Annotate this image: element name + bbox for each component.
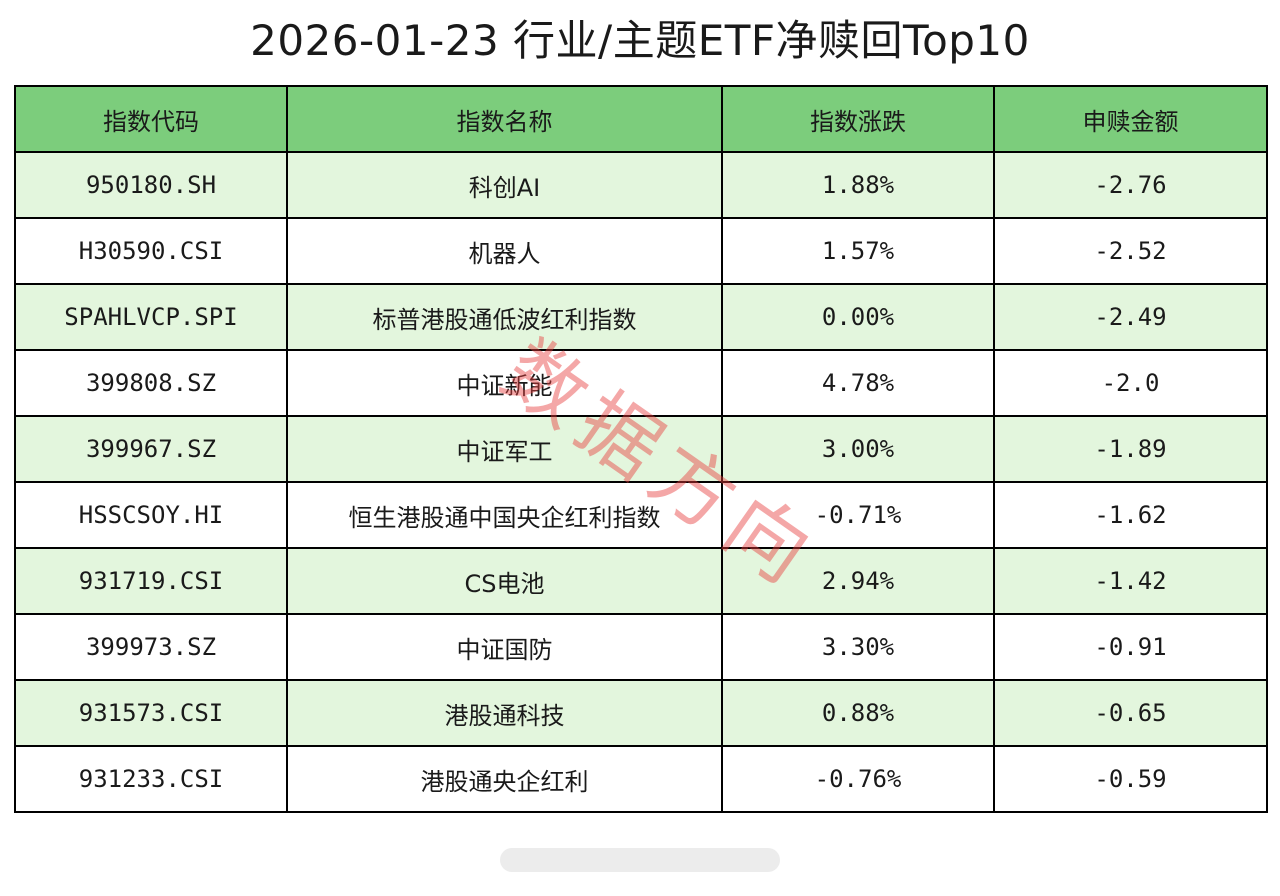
- cell-index-name: 科创AI: [286, 151, 723, 219]
- cell-redemption-amount: -2.52: [993, 217, 1268, 285]
- blurred-footer-strip: [500, 848, 780, 872]
- header-index-name: 指数名称: [286, 85, 723, 153]
- cell-index-name: 中证国防: [286, 613, 723, 681]
- cell-redemption-amount: -2.76: [993, 151, 1268, 219]
- cell-index-name: 港股通央企红利: [286, 745, 723, 813]
- cell-index-code: SPAHLVCP.SPI: [14, 283, 288, 351]
- cell-index-code: H30590.CSI: [14, 217, 288, 285]
- cell-redemption-amount: -1.89: [993, 415, 1268, 483]
- cell-redemption-amount: -0.59: [993, 745, 1268, 813]
- cell-index-change: 1.57%: [721, 217, 995, 285]
- page-title: 2026-01-23 行业/主题ETF净赎回Top10: [250, 16, 1030, 65]
- cell-index-code: 399973.SZ: [14, 613, 288, 681]
- table-row: H30590.CSI 机器人 1.57% -2.52: [14, 217, 1268, 285]
- cell-redemption-amount: -1.62: [993, 481, 1268, 549]
- cell-index-name: CS电池: [286, 547, 723, 615]
- cell-index-change: -0.71%: [721, 481, 995, 549]
- cell-index-change: -0.76%: [721, 745, 995, 813]
- cell-index-name: 标普港股通低波红利指数: [286, 283, 723, 351]
- cell-redemption-amount: -0.91: [993, 613, 1268, 681]
- cell-index-change: 3.00%: [721, 415, 995, 483]
- cell-redemption-amount: -0.65: [993, 679, 1268, 747]
- header-redemption-amount: 申赎金额: [993, 85, 1268, 153]
- table-row: SPAHLVCP.SPI 标普港股通低波红利指数 0.00% -2.49: [14, 283, 1268, 351]
- table-row: 931233.CSI 港股通央企红利 -0.76% -0.59: [14, 745, 1268, 813]
- cell-index-name: 中证新能: [286, 349, 723, 417]
- table-row: 950180.SH 科创AI 1.88% -2.76: [14, 151, 1268, 219]
- cell-index-name: 机器人: [286, 217, 723, 285]
- cell-index-change: 3.30%: [721, 613, 995, 681]
- cell-index-code: 399967.SZ: [14, 415, 288, 483]
- table-row: 399808.SZ 中证新能 4.78% -2.0: [14, 349, 1268, 417]
- cell-redemption-amount: -2.49: [993, 283, 1268, 351]
- cell-redemption-amount: -1.42: [993, 547, 1268, 615]
- cell-index-change: 0.88%: [721, 679, 995, 747]
- cell-index-change: 1.88%: [721, 151, 995, 219]
- cell-index-name: 港股通科技: [286, 679, 723, 747]
- cell-redemption-amount: -2.0: [993, 349, 1268, 417]
- cell-index-code: 931233.CSI: [14, 745, 288, 813]
- cell-index-name: 中证军工: [286, 415, 723, 483]
- cell-index-change: 0.00%: [721, 283, 995, 351]
- table-row: HSSCSOY.HI 恒生港股通中国央企红利指数 -0.71% -1.62: [14, 481, 1268, 549]
- table-row: 931719.CSI CS电池 2.94% -1.42: [14, 547, 1268, 615]
- header-index-change: 指数涨跌: [721, 85, 995, 153]
- table-row: 399973.SZ 中证国防 3.30% -0.91: [14, 613, 1268, 681]
- cell-index-code: 950180.SH: [14, 151, 288, 219]
- table-row: 931573.CSI 港股通科技 0.88% -0.65: [14, 679, 1268, 747]
- cell-index-code: HSSCSOY.HI: [14, 481, 288, 549]
- etf-redemption-table: 指数代码 指数名称 指数涨跌 申赎金额 950180.SH 科创AI 1.88%…: [14, 85, 1268, 813]
- table-row: 399967.SZ 中证军工 3.00% -1.89: [14, 415, 1268, 483]
- cell-index-code: 399808.SZ: [14, 349, 288, 417]
- cell-index-name: 恒生港股通中国央企红利指数: [286, 481, 723, 549]
- cell-index-change: 4.78%: [721, 349, 995, 417]
- header-index-code: 指数代码: [14, 85, 288, 153]
- cell-index-change: 2.94%: [721, 547, 995, 615]
- cell-index-code: 931719.CSI: [14, 547, 288, 615]
- cell-index-code: 931573.CSI: [14, 679, 288, 747]
- table-header-row: 指数代码 指数名称 指数涨跌 申赎金额: [14, 85, 1268, 153]
